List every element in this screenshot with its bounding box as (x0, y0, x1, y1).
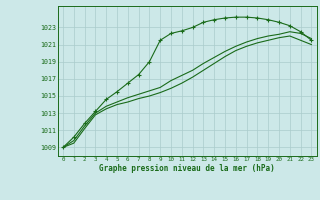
X-axis label: Graphe pression niveau de la mer (hPa): Graphe pression niveau de la mer (hPa) (99, 164, 275, 173)
